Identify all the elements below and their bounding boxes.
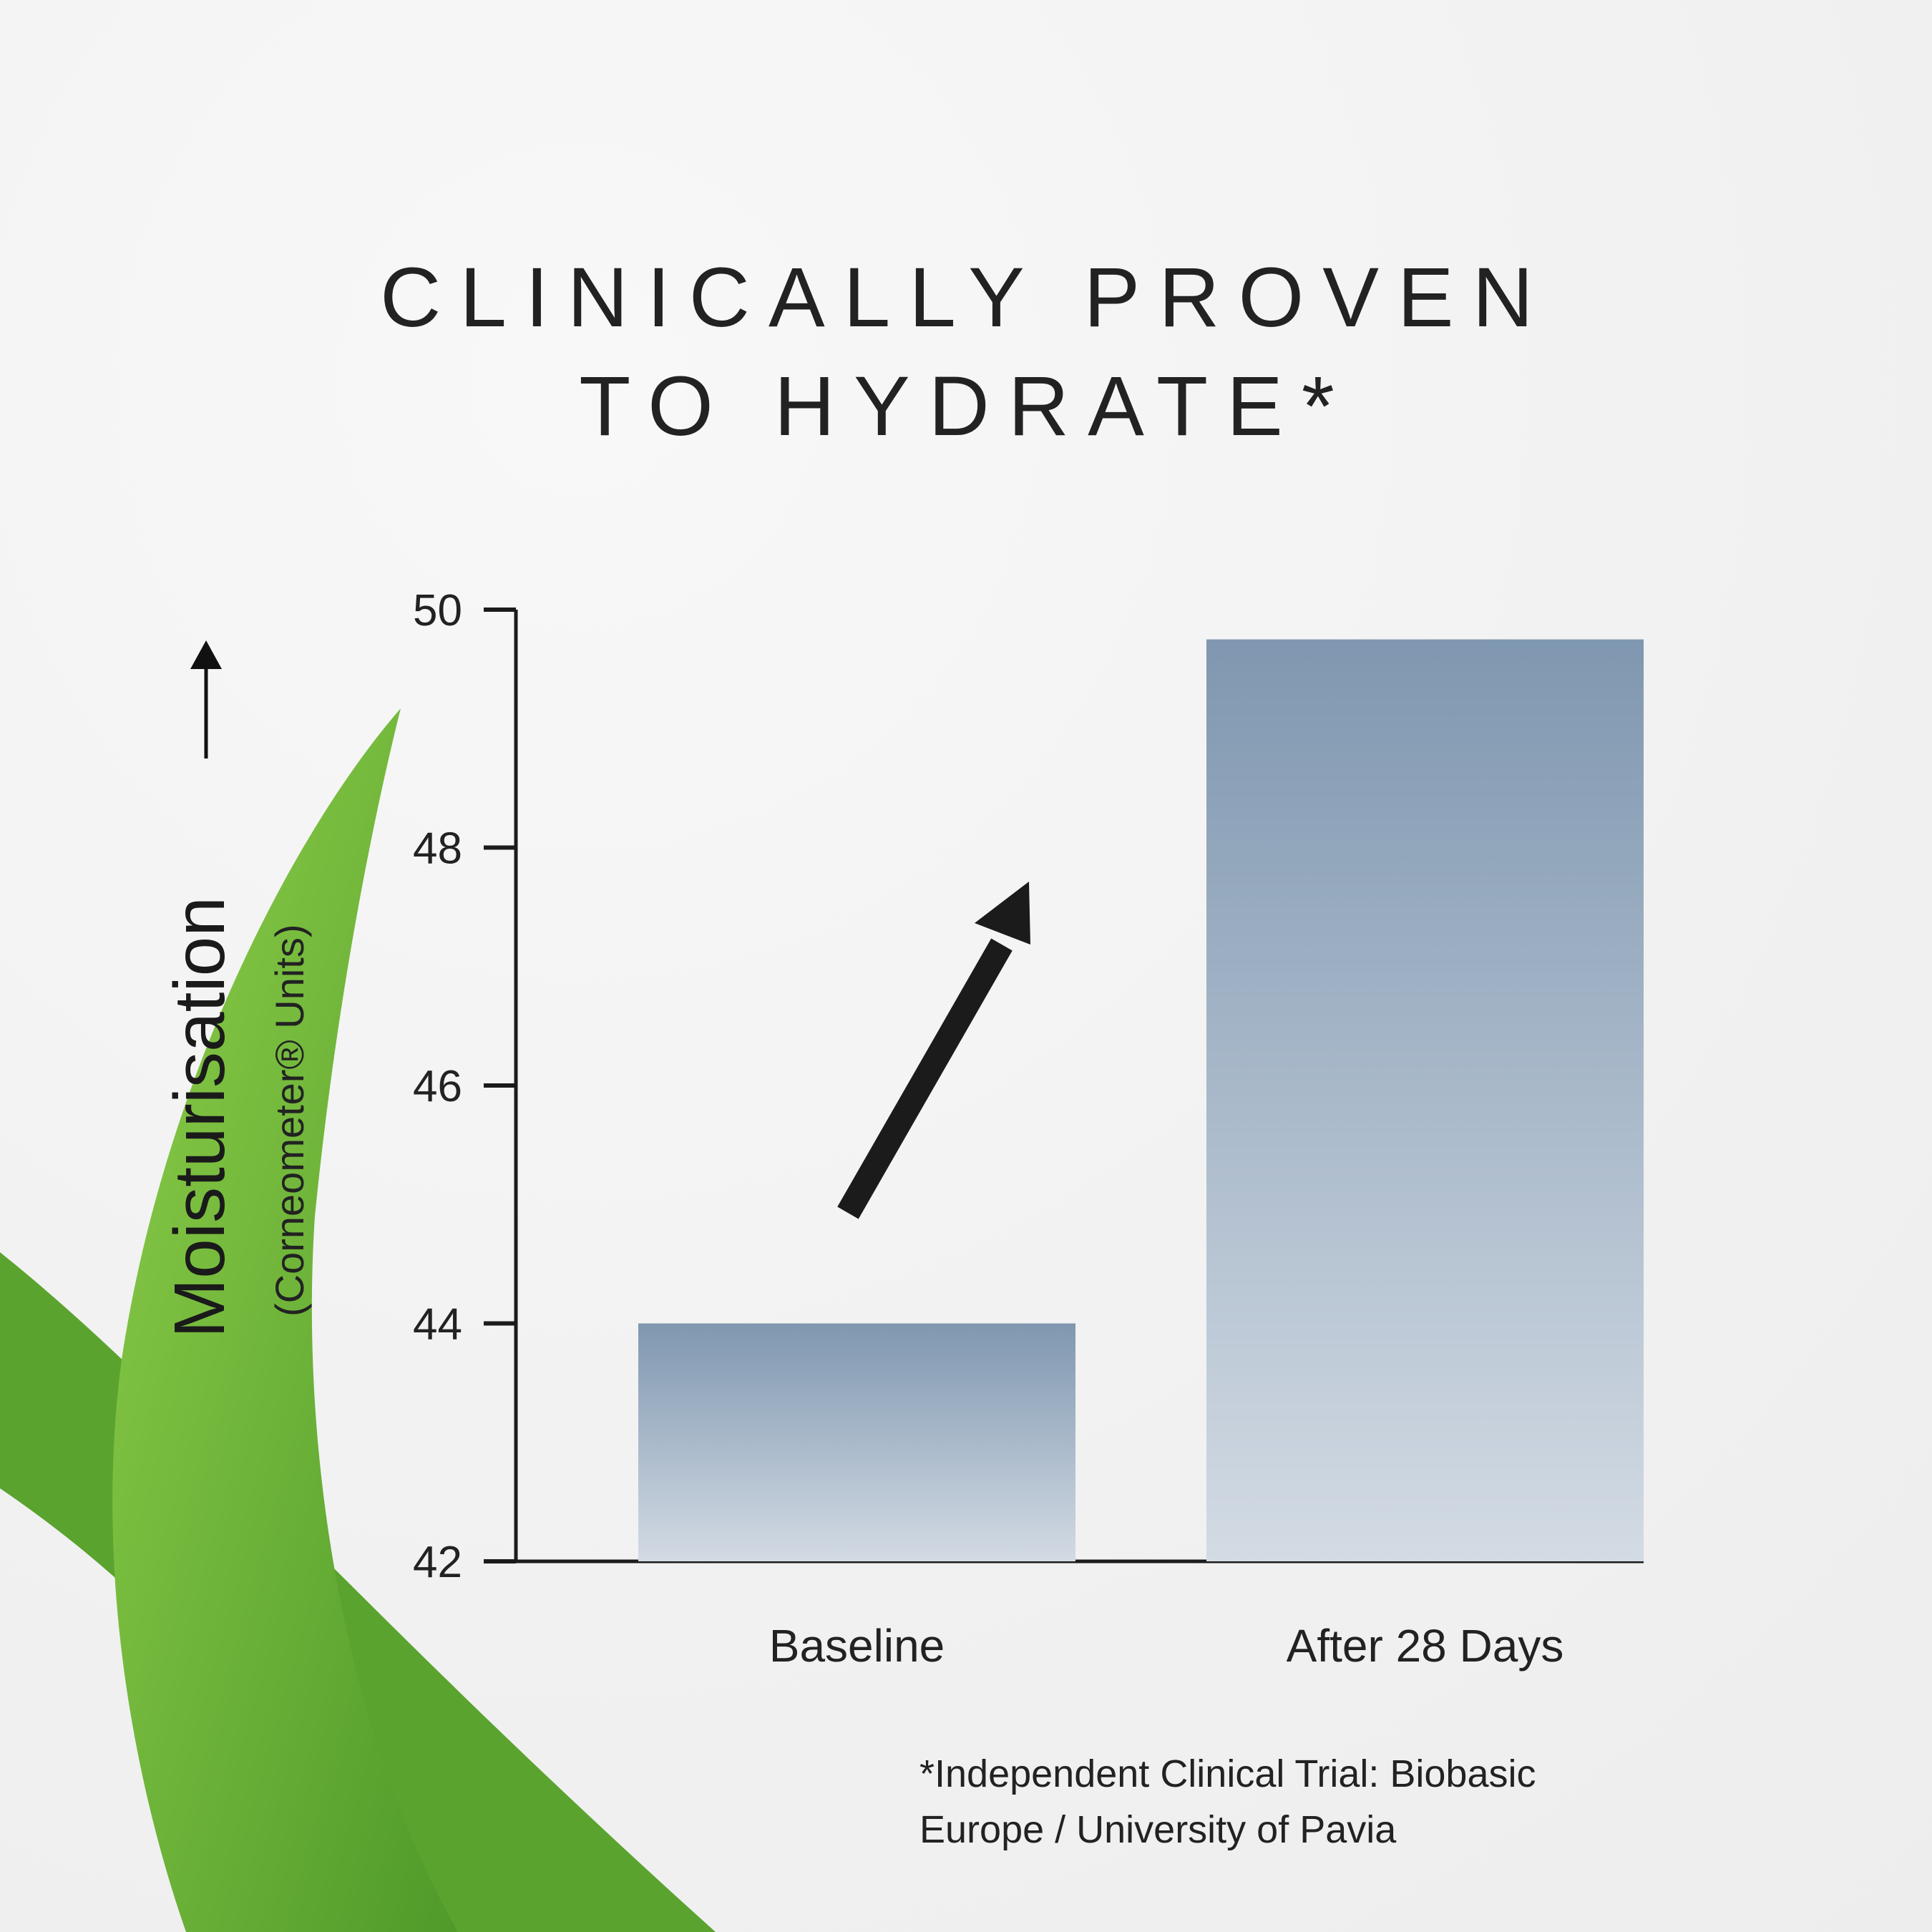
x-tick-label: Baseline bbox=[769, 1620, 945, 1672]
y-tick-label: 44 bbox=[413, 1300, 462, 1350]
y-tick-label: 46 bbox=[413, 1062, 462, 1111]
footnote-line-1: *Independent Clinical Trial: Biobasic bbox=[919, 1752, 1536, 1795]
bar-after-28-days bbox=[1206, 639, 1644, 1561]
x-tick-label: After 28 Days bbox=[1287, 1620, 1564, 1672]
footnote: *Independent Clinical Trial: Biobasic Eu… bbox=[919, 1746, 1707, 1858]
aloe-leaf-illustration bbox=[0, 708, 716, 1932]
y-axis-units: (Corneometer® Units) bbox=[267, 924, 312, 1317]
y-tick-label: 42 bbox=[413, 1538, 462, 1587]
axis-up-arrow-icon bbox=[190, 640, 222, 758]
y-tick-label: 50 bbox=[413, 586, 462, 635]
increase-arrow-icon bbox=[837, 882, 1030, 1219]
y-axis-label: Moisturisation bbox=[160, 897, 240, 1338]
footnote-line-2: Europe / University of Pavia bbox=[919, 1808, 1397, 1851]
chart-title: CLINICALLY PROVEN TO HYDRATE* bbox=[0, 243, 1932, 461]
y-tick-label: 48 bbox=[413, 824, 462, 874]
bar-baseline bbox=[638, 1323, 1075, 1561]
title-line-1: CLINICALLY PROVEN bbox=[380, 250, 1552, 345]
title-line-2: TO HYDRATE* bbox=[579, 359, 1353, 454]
